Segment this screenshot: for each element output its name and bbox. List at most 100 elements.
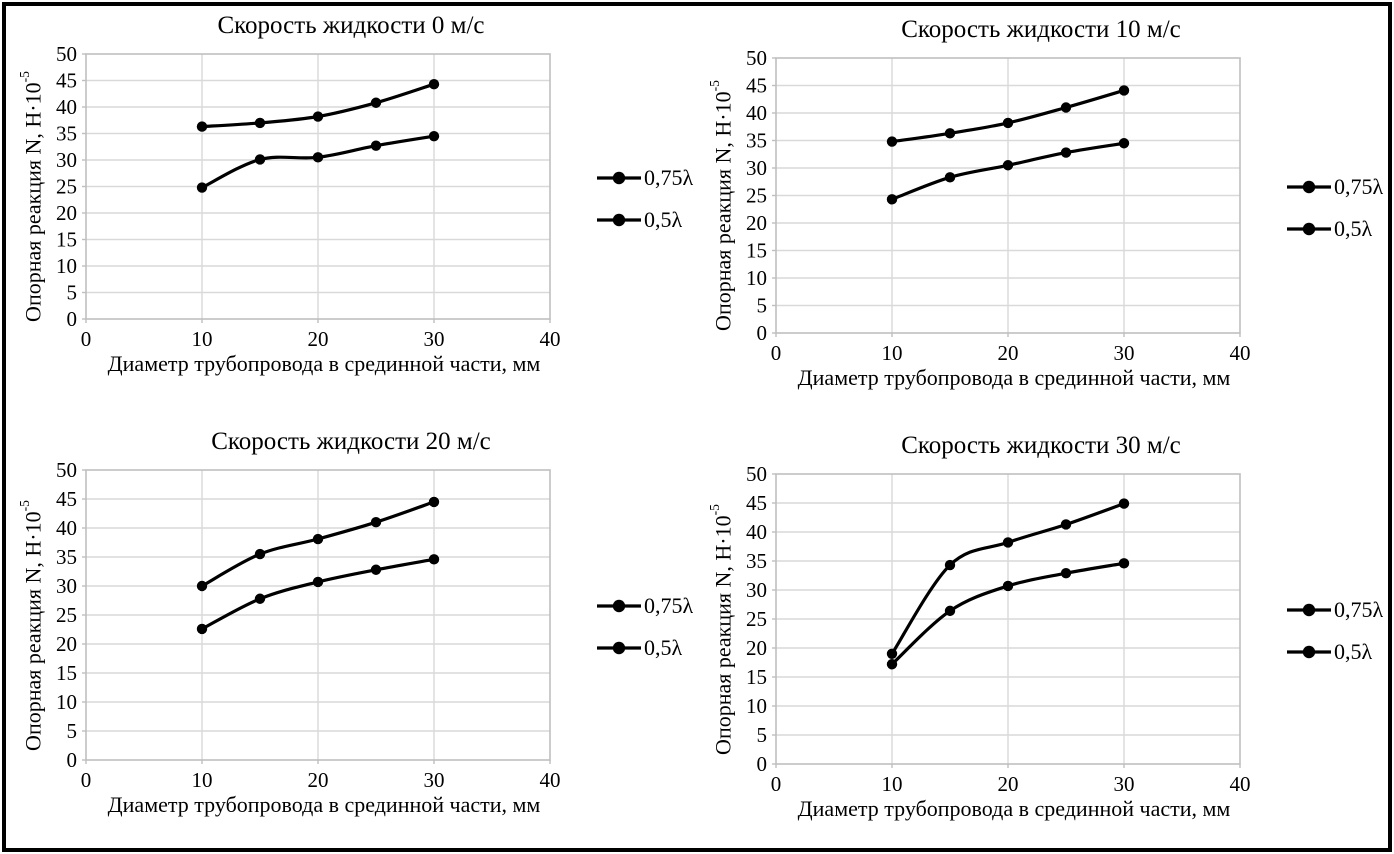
- x-tick-label: 20: [998, 341, 1019, 365]
- y-tick-label: 30: [746, 156, 767, 180]
- legend-dot: [1302, 603, 1316, 617]
- data-point-marker: [370, 97, 382, 108]
- x-tick-label: 40: [540, 327, 561, 351]
- legend-dot: [612, 599, 626, 613]
- x-axis-title: Диаметр трубопровода в срединной части, …: [797, 365, 1231, 390]
- data-point-marker: [196, 121, 208, 132]
- x-tick-label: 10: [882, 772, 903, 796]
- x-tick-label: 30: [1114, 772, 1135, 796]
- data-point-marker: [886, 194, 898, 205]
- legend-line-marker-icon: [597, 171, 641, 184]
- y-tick-label: 0: [757, 752, 768, 776]
- data-point-marker: [1002, 580, 1014, 592]
- y-tick-label: 25: [56, 603, 77, 627]
- legend-line-marker-icon: [1287, 645, 1331, 659]
- data-point-marker: [370, 517, 382, 528]
- y-tick-label: 10: [746, 266, 767, 290]
- legend-label: 0,75λ: [644, 593, 694, 618]
- y-tick-label: 10: [56, 690, 77, 714]
- legend-line-marker-icon: [1287, 603, 1331, 617]
- chart-title: Скорость жидкости 20 м/с: [211, 428, 491, 455]
- y-tick-label: 20: [746, 211, 767, 235]
- legend-label: 0,5λ: [1334, 215, 1373, 241]
- chart-cell-1: Скорость жидкости 10 м/с Опорная реакция …: [698, 8, 1384, 391]
- x-axis-title: Диаметр трубопровода в срединной части, …: [107, 792, 541, 817]
- y-tick-label: 35: [746, 129, 767, 153]
- y-axis-title: Опорная реакция N, Н·10-5: [698, 504, 736, 755]
- y-tick-label: 45: [746, 491, 767, 515]
- plot-column: 0 5 10 15 20 25 30 35 40 45 50 0 10 20 30 40 Диаметр тру…: [42, 46, 562, 377]
- y-tick-label: 15: [746, 665, 767, 689]
- data-point-marker: [196, 623, 208, 635]
- y-tick-label: 30: [56, 148, 77, 172]
- data-point-marker: [1060, 102, 1072, 113]
- legend-item-0: 0,75λ: [1286, 174, 1383, 200]
- legend-label: 0,75λ: [1334, 173, 1384, 199]
- y-tick-label: 30: [56, 574, 77, 598]
- x-axis-title: Диаметр трубопровода в срединной части, …: [107, 351, 541, 376]
- y-tick-label: 15: [56, 228, 77, 252]
- data-point-marker: [254, 593, 266, 604]
- y-tick-label: 40: [56, 95, 77, 119]
- chart-cell-2: Скорость жидкости 20 м/с Опорная реакция …: [8, 420, 694, 818]
- data-point-marker: [886, 648, 898, 659]
- data-point-marker: [370, 140, 382, 151]
- data-point-marker: [254, 117, 266, 129]
- y-axis-title-exponent: -5: [17, 71, 32, 83]
- data-point-marker: [312, 111, 324, 122]
- y-tick-label: 20: [56, 201, 77, 225]
- x-tick-label: 10: [192, 327, 213, 351]
- y-tick-label: 45: [56, 487, 77, 511]
- data-point-marker: [428, 496, 440, 508]
- y-axis-title-exponent: -5: [707, 80, 722, 92]
- x-tick-label: 40: [540, 768, 561, 792]
- x-tick-label: 40: [1230, 341, 1251, 365]
- legend-item-1: 0,5λ: [596, 207, 693, 233]
- legend-dot: [612, 171, 626, 184]
- y-tick-label: 40: [56, 516, 77, 540]
- y-tick-label: 35: [56, 122, 77, 146]
- data-point-marker: [1002, 117, 1014, 129]
- chart-body: Опорная реакция N, Н·10-5 0 5 10 15 20 25 30 35 4…: [698, 50, 1384, 391]
- data-point-marker: [428, 130, 440, 142]
- legend-label: 0,75λ: [1334, 597, 1384, 622]
- data-point-marker: [428, 554, 440, 565]
- legend-dot: [612, 213, 626, 226]
- plot-column: 0 5 10 15 20 25 30 35 40 45 50 0 10 20 30 40 Диаметр тру…: [42, 462, 562, 818]
- plot-column: 0 5 10 15 20 25 30 35 40 45 50 0 10 20 30 40 Диаметр тру…: [732, 50, 1252, 391]
- y-tick-label: 30: [746, 578, 767, 602]
- data-point-marker: [1002, 160, 1014, 171]
- legend-label: 0,5λ: [644, 206, 683, 232]
- y-tick-label: 25: [56, 175, 77, 199]
- y-tick-label: 0: [67, 307, 78, 331]
- data-point-marker: [196, 182, 208, 193]
- chart-cell-3: Скорость жидкости 30 м/с Опорная реакция …: [698, 424, 1384, 822]
- data-point-marker: [944, 128, 956, 139]
- legend-item-0: 0,75λ: [596, 165, 693, 191]
- y-axis-title-text: Опорная реакция N, Н·10: [710, 514, 736, 755]
- x-tick-label: 10: [192, 768, 213, 792]
- y-axis-title: Опорная реакция N, Н·10-5: [698, 80, 735, 331]
- data-point-marker: [196, 580, 208, 592]
- legend: 0,75λ 0,5λ: [1286, 174, 1383, 242]
- y-tick-label: 0: [67, 748, 78, 772]
- legend-line-marker-icon: [597, 213, 641, 226]
- legend-dot: [1302, 180, 1316, 193]
- y-tick-label: 5: [757, 294, 768, 318]
- y-tick-label: 50: [746, 50, 767, 70]
- data-point-marker: [944, 559, 956, 571]
- legend-line-marker-icon: [1287, 180, 1331, 193]
- y-tick-label: 15: [56, 661, 77, 685]
- y-tick-label: 40: [746, 520, 767, 544]
- x-tick-label: 30: [424, 327, 445, 351]
- chart-title: Скорость жидкости 10 м/с: [901, 16, 1181, 43]
- data-point-marker: [1002, 537, 1014, 548]
- x-tick-label: 20: [998, 772, 1019, 796]
- data-point-marker: [370, 564, 382, 575]
- y-tick-label: 5: [67, 719, 78, 743]
- y-tick-label: 40: [746, 101, 767, 125]
- y-axis-title: Опорная реакция N, Н·10-5: [8, 500, 45, 751]
- y-axis-title-text: Опорная реакция N, Н·10: [20, 82, 46, 322]
